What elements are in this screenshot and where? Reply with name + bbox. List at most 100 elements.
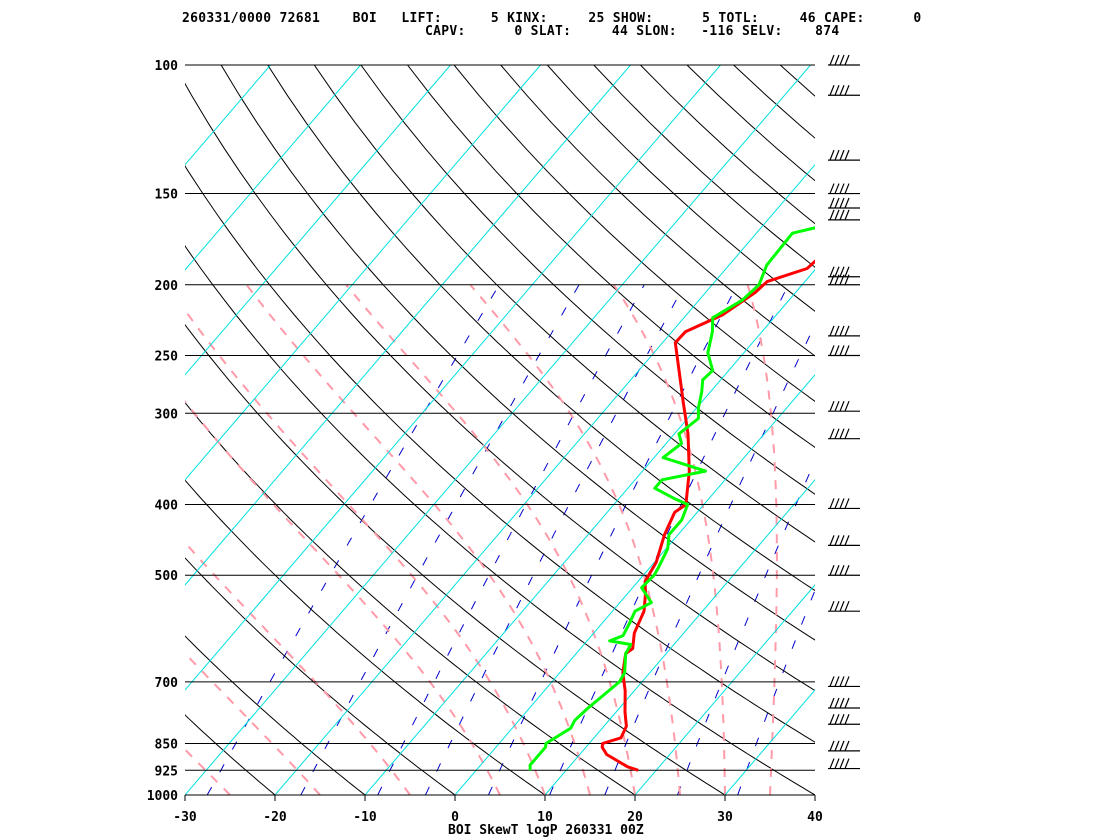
dry-adiabat-line [779, 65, 815, 97]
wind-barb-flag [829, 54, 835, 66]
wind-barb-flag [844, 84, 850, 96]
wind-barb-flag [844, 498, 850, 509]
wind-barb-flag [844, 149, 850, 161]
wind-barb-flag [839, 84, 845, 96]
isobar-lines: 100 150 200 250 300 400 500 700 850 925 1000 [147, 59, 815, 804]
wind-barb-flag [829, 428, 835, 439]
wind-barb-flag [844, 345, 850, 356]
isotherm-line [274, 164, 815, 795]
header-line1: 260331/0000 72681 BOI LIFT: 5 KINX: 25 S… [182, 11, 922, 26]
pressure-tick-label: 250 [155, 349, 179, 364]
wind-barb-flag [834, 535, 840, 546]
wind-barb [828, 84, 860, 96]
wind-barb [828, 498, 860, 510]
wind-barb [828, 183, 860, 195]
moist-adiabat-line [612, 284, 726, 795]
wind-barb-flag [829, 535, 835, 546]
wind-barb-flag [834, 428, 840, 439]
wind-barb-flag [829, 84, 835, 96]
dry-adiabat-line [1060, 65, 1120, 795]
pressure-tick-label: 300 [155, 407, 179, 422]
wind-barb-flag [844, 714, 850, 725]
wind-barb [828, 54, 860, 66]
temperature-tick-label: 40 [807, 810, 823, 825]
wind-barb [828, 274, 860, 286]
dry-adiabat-line [500, 65, 815, 357]
dry-adiabat-line [873, 65, 1120, 795]
wind-barb-flag [829, 400, 835, 412]
wind-barb-flag [844, 54, 850, 66]
wind-barb-flag [844, 697, 850, 709]
moist-adiabat-line [245, 284, 591, 795]
pressure-tick-label: 150 [155, 188, 179, 203]
wind-barb-flag [834, 149, 840, 161]
dry-adiabat-line [453, 65, 815, 403]
moist-adiabat-line [469, 284, 681, 795]
wind-barb-flag [839, 197, 845, 209]
wind-barb-flag [829, 325, 835, 337]
dry-adiabat-line [1013, 65, 1120, 795]
pressure-tick-label: 200 [155, 279, 179, 294]
wind-barb-flag [844, 676, 850, 687]
wind-barb-flag [844, 197, 850, 209]
moist-adiabat-line [185, 651, 321, 795]
wind-barbs [828, 54, 860, 770]
isotherm-line [185, 65, 451, 376]
wind-barb-flag [839, 209, 845, 221]
wind-barb-flag [829, 209, 835, 221]
temperature-profile-line [600, 259, 815, 772]
temperature-tick-label: 30 [717, 810, 733, 825]
wind-barb-flag [839, 676, 845, 687]
wind-barb-flag [829, 697, 835, 709]
wind-barb-flag [844, 740, 850, 752]
wind-barb-flag [829, 274, 835, 285]
pressure-tick-label: 850 [155, 737, 179, 752]
profile-lines [528, 226, 815, 772]
isotherm-line [0, 65, 1, 795]
wind-barb-flag [839, 565, 845, 576]
wind-barb-flag [829, 498, 835, 509]
isotherm-line [634, 584, 815, 795]
dry-adiabat-line [0, 65, 95, 795]
wind-barb-flag [839, 428, 845, 439]
wind-barb [828, 600, 860, 612]
wind-barb-flag [839, 758, 845, 769]
pressure-tick-label: 925 [155, 764, 178, 779]
chart-axes: -30 -20 -10 0 10 20 30 40 [173, 794, 823, 825]
wind-barb-flag [839, 345, 845, 356]
dry-adiabat-line [640, 65, 815, 225]
pressure-tick-label: 500 [155, 569, 179, 584]
mixing-ratio-line [424, 284, 685, 795]
wind-barb-flag [834, 740, 840, 752]
wind-barb-flag [834, 183, 840, 194]
wind-barb-flag [829, 676, 835, 687]
wind-barb-flag [844, 400, 850, 412]
isotherm-line [0, 65, 181, 795]
pressure-tick-label: 400 [155, 499, 179, 514]
wind-barb [828, 428, 860, 440]
wind-barb-flag [839, 400, 845, 412]
temperature-tick-label: -30 [173, 810, 197, 825]
wind-barb-flag [844, 600, 850, 612]
wind-barb-flag [834, 209, 840, 221]
wind-barb [828, 697, 860, 709]
dry-adiabat-line [407, 65, 815, 449]
wind-barb-flag [829, 740, 835, 752]
pressure-tick-label: 700 [155, 676, 179, 691]
pressure-tick-label: 100 [155, 59, 179, 74]
moist-adiabat-line [185, 308, 546, 795]
chart-title: BOI SkewT logP 260331 00Z [448, 823, 644, 838]
wind-barb [828, 740, 860, 752]
wind-barb-flag [834, 600, 840, 612]
mixing-ratio-line [300, 284, 580, 795]
wind-barb-flag [844, 535, 850, 546]
isotherm-line [454, 374, 815, 795]
wind-barb-flag [829, 149, 835, 161]
wind-barb-flag [839, 54, 845, 66]
pressure-tick-label: 1000 [147, 789, 178, 804]
mixing-ratio-line [206, 284, 500, 795]
wind-barb-flag [844, 183, 850, 194]
wind-barb-flag [834, 565, 840, 576]
wind-barb [828, 714, 860, 725]
